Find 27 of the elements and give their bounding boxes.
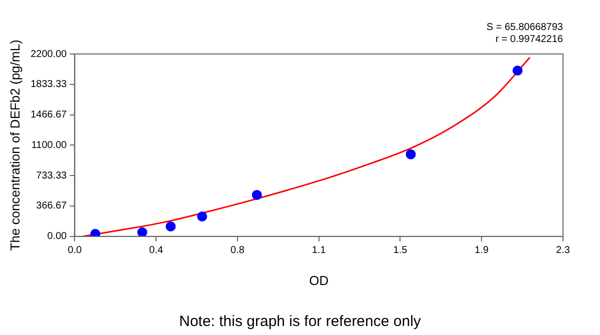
y-axis-title: The concentration of DEFb2 (pg/mL) [7,40,22,251]
y-tick-label: 733.33 [36,170,68,182]
y-tick-label: 1100.00 [31,140,68,151]
point [197,212,208,222]
y-tick-label: 2200.00 [30,48,68,60]
point [252,190,262,200]
x-tick-label: 1.5 [393,245,408,256]
y-tick-label: 0.00 [47,231,68,242]
text: S = 65.80668793 [486,22,564,33]
x-axis-title: OD [309,272,329,288]
text: Note: this graph is for reference only [179,313,422,330]
y-tick-label: 1833.33 [30,79,68,90]
point [90,228,100,236]
y-tick-label: 366.67 [36,200,68,212]
point [406,149,416,160]
x-tick-label: 1.1 [312,245,326,256]
line-series [82,56,531,236]
x-tick-label: 2.3 [556,245,570,256]
text: r = 0.99742216 [495,34,564,45]
point [512,66,523,76]
point [137,227,148,236]
x-tick-label: 1.9 [474,245,490,256]
x-tick-label: 0.0 [68,245,82,256]
x-tick-label: 0.4 [149,245,164,256]
point [166,221,176,232]
x-tick-label: 0.8 [230,245,245,256]
y-tick-label: 1466.67 [30,110,68,121]
